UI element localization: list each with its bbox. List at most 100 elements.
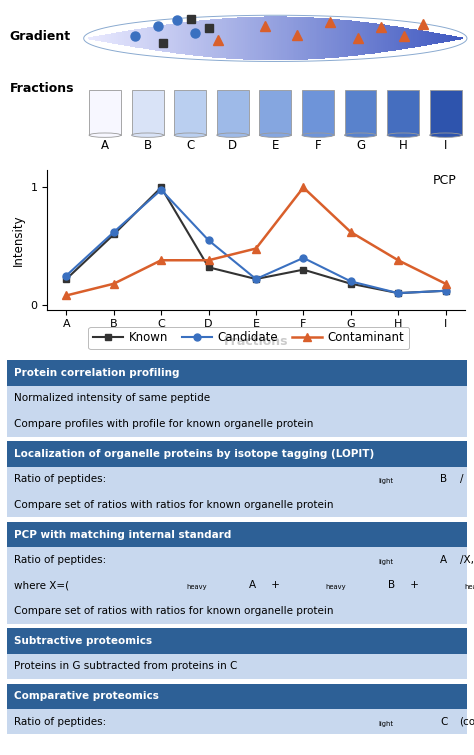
Polygon shape	[352, 20, 354, 56]
Polygon shape	[281, 17, 283, 60]
Polygon shape	[425, 31, 427, 45]
Text: /X,: /X,	[459, 555, 474, 565]
Polygon shape	[430, 32, 432, 45]
Polygon shape	[266, 17, 268, 60]
Text: D: D	[228, 139, 237, 152]
Polygon shape	[172, 23, 174, 53]
Text: Subtractive proteomics: Subtractive proteomics	[14, 636, 152, 646]
Polygon shape	[400, 27, 402, 50]
Polygon shape	[327, 18, 329, 58]
Polygon shape	[136, 29, 137, 48]
Polygon shape	[128, 30, 130, 46]
Text: +: +	[268, 581, 283, 590]
Polygon shape	[231, 18, 233, 59]
Polygon shape	[156, 26, 158, 51]
Text: light: light	[378, 559, 393, 565]
Text: B: B	[440, 474, 447, 484]
Ellipse shape	[302, 133, 334, 137]
Polygon shape	[331, 19, 333, 58]
Polygon shape	[239, 17, 241, 60]
Polygon shape	[394, 26, 396, 51]
Polygon shape	[250, 17, 252, 60]
Polygon shape	[122, 32, 124, 45]
Polygon shape	[454, 36, 456, 41]
FancyBboxPatch shape	[7, 386, 467, 436]
Polygon shape	[302, 17, 304, 60]
FancyBboxPatch shape	[302, 90, 334, 135]
Y-axis label: Intensity: Intensity	[12, 214, 25, 266]
Polygon shape	[273, 17, 275, 60]
Text: Compare profiles with profile for known organelle protein: Compare profiles with profile for known …	[14, 419, 313, 429]
Text: PCP with matching internal standard: PCP with matching internal standard	[14, 530, 231, 540]
Polygon shape	[110, 33, 112, 43]
Polygon shape	[275, 17, 277, 60]
Text: Normalized intensity of same peptide: Normalized intensity of same peptide	[14, 393, 213, 403]
FancyBboxPatch shape	[7, 441, 467, 467]
Polygon shape	[348, 20, 350, 57]
Polygon shape	[201, 20, 202, 57]
Polygon shape	[187, 22, 189, 55]
Polygon shape	[206, 20, 208, 57]
Polygon shape	[337, 19, 338, 57]
Polygon shape	[408, 28, 410, 48]
Polygon shape	[270, 17, 272, 60]
Text: (control)/: (control)/	[459, 716, 474, 726]
Polygon shape	[195, 21, 197, 56]
Polygon shape	[228, 18, 229, 59]
Text: Protein correlation profiling: Protein correlation profiling	[14, 368, 180, 378]
Text: heavy: heavy	[186, 584, 207, 590]
Polygon shape	[398, 26, 400, 50]
Polygon shape	[369, 23, 371, 54]
Polygon shape	[101, 35, 103, 42]
Polygon shape	[390, 26, 392, 51]
Polygon shape	[124, 31, 126, 45]
Polygon shape	[289, 17, 291, 60]
Polygon shape	[162, 25, 164, 51]
Polygon shape	[166, 24, 168, 52]
Polygon shape	[91, 37, 93, 40]
Text: G: G	[356, 139, 365, 152]
Polygon shape	[432, 32, 434, 45]
Polygon shape	[229, 18, 231, 59]
Text: C: C	[186, 139, 194, 152]
Polygon shape	[262, 17, 264, 60]
Text: A: A	[249, 581, 256, 590]
Polygon shape	[381, 24, 383, 53]
Polygon shape	[340, 20, 342, 57]
Polygon shape	[120, 32, 122, 45]
Polygon shape	[333, 19, 335, 58]
Polygon shape	[329, 19, 331, 58]
Polygon shape	[272, 17, 273, 60]
Polygon shape	[176, 23, 178, 54]
Text: heavy: heavy	[326, 584, 346, 590]
Polygon shape	[298, 17, 300, 60]
Polygon shape	[95, 36, 97, 41]
Ellipse shape	[174, 133, 206, 137]
Polygon shape	[379, 24, 381, 53]
FancyBboxPatch shape	[345, 90, 376, 135]
FancyBboxPatch shape	[259, 90, 292, 135]
Text: heavy: heavy	[465, 584, 474, 590]
Text: where X=(: where X=(	[14, 581, 69, 590]
Polygon shape	[204, 20, 206, 57]
Text: Comparative proteomics: Comparative proteomics	[14, 692, 159, 701]
Polygon shape	[316, 17, 318, 59]
Polygon shape	[260, 17, 262, 60]
Polygon shape	[342, 20, 344, 57]
Polygon shape	[335, 19, 337, 57]
Polygon shape	[132, 29, 134, 47]
Text: Ratio of peptides:: Ratio of peptides:	[14, 555, 109, 565]
Text: Proteins in G subtracted from proteins in C: Proteins in G subtracted from proteins i…	[14, 661, 237, 671]
Ellipse shape	[429, 133, 462, 137]
Text: Ratio of peptides:: Ratio of peptides:	[14, 474, 109, 484]
Polygon shape	[388, 26, 390, 51]
Polygon shape	[258, 17, 260, 60]
Polygon shape	[202, 20, 204, 57]
Polygon shape	[312, 17, 314, 60]
Text: I: I	[444, 139, 447, 152]
Polygon shape	[191, 21, 193, 55]
Polygon shape	[193, 21, 195, 56]
Polygon shape	[459, 37, 461, 39]
Polygon shape	[411, 29, 413, 48]
Text: E: E	[272, 139, 279, 152]
